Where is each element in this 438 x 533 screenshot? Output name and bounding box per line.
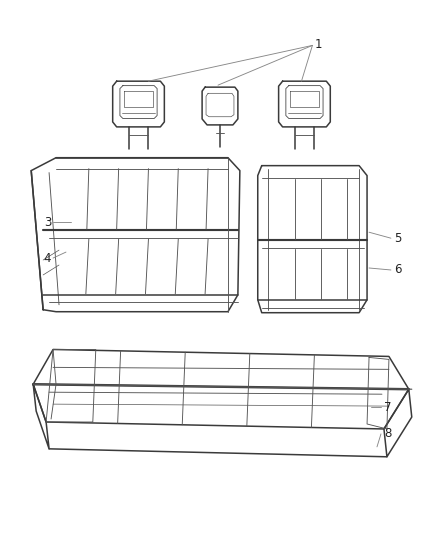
Text: 1: 1 <box>314 38 322 51</box>
Text: 8: 8 <box>384 427 391 440</box>
Text: 3: 3 <box>44 216 51 229</box>
Text: 6: 6 <box>394 263 401 277</box>
Text: 5: 5 <box>394 232 401 245</box>
Text: 4: 4 <box>43 252 51 264</box>
Text: 7: 7 <box>384 401 392 414</box>
